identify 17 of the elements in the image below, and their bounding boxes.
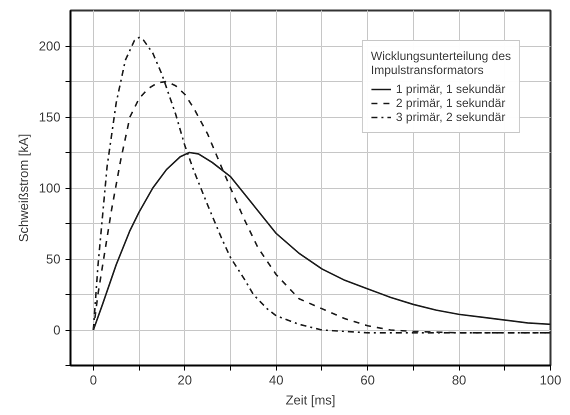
legend-label: 1 primär, 1 sekundär bbox=[396, 82, 506, 96]
y-axis-title: Schweißstrom [kA] bbox=[16, 134, 31, 242]
legend-label: 2 primär, 1 sekundär bbox=[396, 96, 506, 110]
y-tick-label: 50 bbox=[46, 252, 61, 266]
legend-label: 3 primär, 2 sekundär bbox=[396, 110, 506, 124]
x-tick-label: 80 bbox=[452, 372, 466, 388]
x-tick-label: 40 bbox=[268, 372, 284, 388]
x-axis-title: Zeit [ms] bbox=[286, 392, 336, 408]
y-tick-label: 100 bbox=[38, 180, 61, 196]
y-tick-label: 200 bbox=[38, 38, 61, 54]
x-tick-label: 100 bbox=[540, 372, 562, 388]
legend-title: Wicklungsunterteilung des Impulstransformators bbox=[370, 49, 511, 77]
x-tick-label: 0 bbox=[90, 372, 97, 388]
x-tick-label: 20 bbox=[178, 372, 192, 388]
y-tick-label: 0 bbox=[53, 322, 61, 338]
x-tick-label: 60 bbox=[360, 372, 375, 388]
y-tick-label: 150 bbox=[38, 110, 61, 124]
